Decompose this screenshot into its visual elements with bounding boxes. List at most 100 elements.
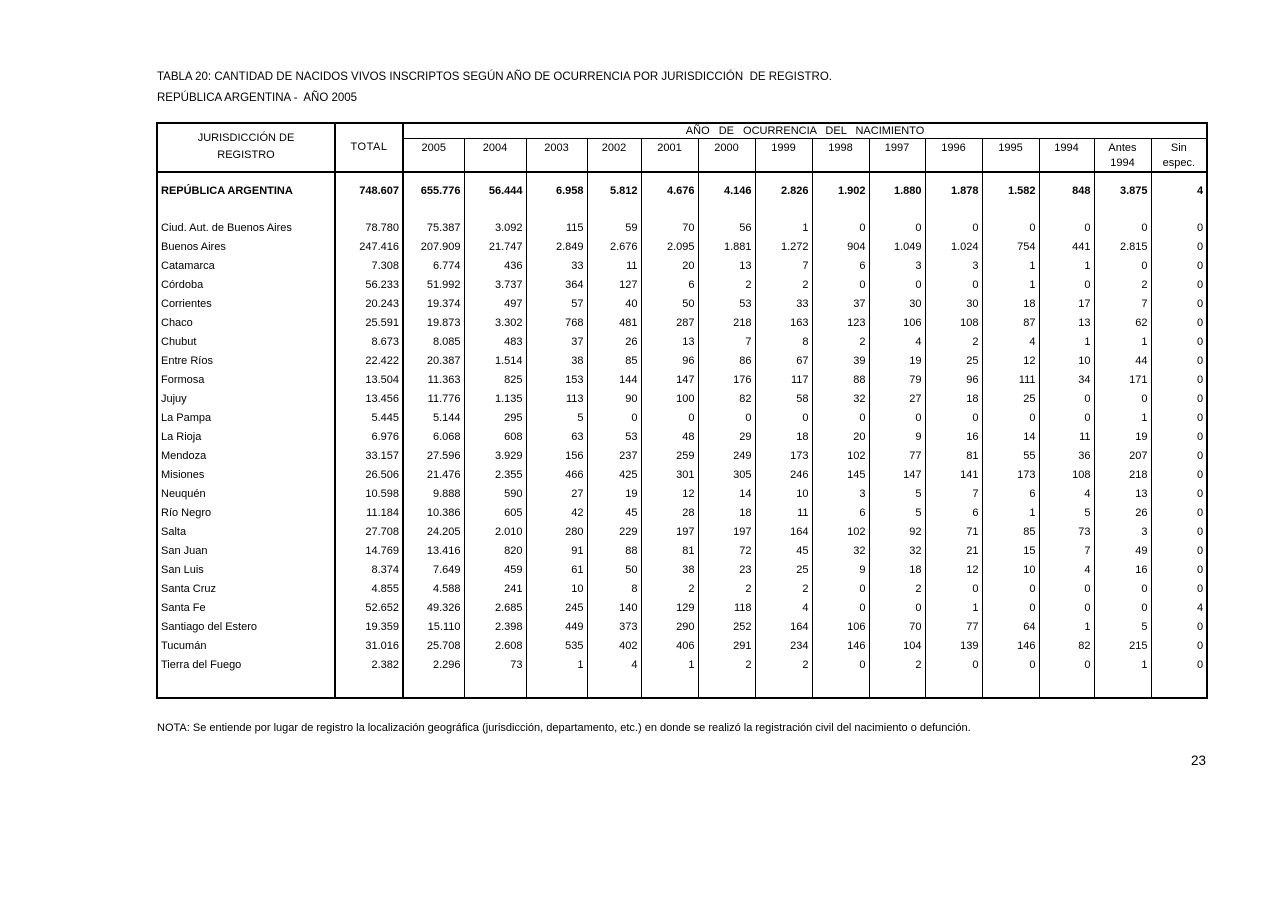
year-value-cell: 33 xyxy=(526,256,588,276)
year-value-cell: 0 xyxy=(755,408,813,428)
year-value-cell: 2 xyxy=(755,655,813,675)
year-value-cell: 82 xyxy=(1039,636,1095,656)
total-value-cell: 19.359 xyxy=(335,617,404,637)
spacer-cell xyxy=(982,674,1040,698)
year-value-cell: 85 xyxy=(587,351,642,371)
year-value-cell: 14 xyxy=(982,427,1040,447)
year-value-cell: 0 xyxy=(982,655,1040,675)
year-value-cell: 4.146 xyxy=(698,181,756,201)
year-value-cell: 402 xyxy=(587,636,642,656)
year-value-cell: 2.815 xyxy=(1094,237,1152,257)
year-value-cell: 18 xyxy=(982,294,1040,314)
year-value-cell: 111 xyxy=(982,370,1040,390)
year-value-cell: 11 xyxy=(1039,427,1095,447)
year-value-cell: 87 xyxy=(982,313,1040,333)
year-value-cell: 67 xyxy=(755,351,813,371)
year-value-cell: 1 xyxy=(1094,655,1152,675)
year-value-cell: 252 xyxy=(698,617,756,637)
year-value-cell: 0 xyxy=(1039,275,1095,295)
year-value-cell: 77 xyxy=(869,446,926,466)
year-value-cell: 2 xyxy=(1094,275,1152,295)
year-value-cell: 20 xyxy=(812,427,870,447)
year-value-cell: 25 xyxy=(925,351,983,371)
spacer-cell xyxy=(157,171,336,182)
year-value-cell: 19 xyxy=(1094,427,1152,447)
year-value-cell: 497 xyxy=(464,294,527,314)
spacer-cell xyxy=(755,200,813,219)
spacer-cell xyxy=(464,171,527,182)
year-value-cell: 1 xyxy=(526,655,588,675)
spacer-cell xyxy=(869,674,926,698)
header-row-span: JURISDICCIÓN DE REGISTRO TOTAL AÑO DE OCUR… xyxy=(157,123,1208,173)
total-value-cell: 2.382 xyxy=(335,655,404,675)
year-value-cell: 2 xyxy=(869,579,926,599)
year-value-cell: 0 xyxy=(925,275,983,295)
year-value-cell: 146 xyxy=(982,636,1040,656)
year-value-cell: 218 xyxy=(1094,465,1152,485)
year-value-cell: 2.355 xyxy=(464,465,527,485)
year-value-cell: 2.849 xyxy=(526,237,588,257)
year-value-cell: 44 xyxy=(1094,351,1152,371)
jurisdiction-cell: Chaco xyxy=(157,313,336,333)
year-value-cell: 259 xyxy=(641,446,699,466)
year-value-cell: 406 xyxy=(641,636,699,656)
total-column-header: TOTAL xyxy=(335,123,404,173)
jurisdiction-cell: Santiago del Estero xyxy=(157,617,336,637)
year-value-cell: 904 xyxy=(812,237,870,257)
total-value-cell: 13.456 xyxy=(335,389,404,409)
jurisdiction-cell: Formosa xyxy=(157,370,336,390)
spacer-cell xyxy=(1039,674,1095,698)
year-value-cell: 64 xyxy=(982,617,1040,637)
table-row: Tierra del Fuego 2.382 2.296 73 1 4 1 2 2 0 2 0 0 0 1 0 xyxy=(157,655,1208,675)
spacer-cell xyxy=(755,171,813,182)
year-value-cell: 91 xyxy=(526,541,588,561)
year-value-cell: 0 xyxy=(1039,218,1095,238)
year-value-cell: 0 xyxy=(1151,294,1208,314)
year-value-cell: 32 xyxy=(812,541,870,561)
year-value-cell: 3.929 xyxy=(464,446,527,466)
year-value-cell: 0 xyxy=(1151,351,1208,371)
year-value-cell: 4 xyxy=(869,332,926,352)
year-value-cell: 0 xyxy=(1094,598,1152,618)
year-value-cell: 2.826 xyxy=(755,181,813,201)
year-value-cell: 0 xyxy=(1094,256,1152,276)
year-value-cell: 425 xyxy=(587,465,642,485)
year-value-cell: 0 xyxy=(1151,579,1208,599)
year-value-cell: 19.374 xyxy=(403,294,465,314)
year-value-cell: 108 xyxy=(1039,465,1095,485)
spacer-cell xyxy=(464,200,527,219)
year-value-cell: 0 xyxy=(812,655,870,675)
spacer-cell xyxy=(698,674,756,698)
year-value-cell: 106 xyxy=(812,617,870,637)
year-value-cell: 301 xyxy=(641,465,699,485)
year-value-cell: 73 xyxy=(1039,522,1095,542)
year-value-cell: 27 xyxy=(526,484,588,504)
year-value-cell: 145 xyxy=(812,465,870,485)
year-value-cell: 4.676 xyxy=(641,181,699,201)
year-value-cell: 45 xyxy=(755,541,813,561)
year-value-cell: 173 xyxy=(982,465,1040,485)
year-value-cell: 88 xyxy=(812,370,870,390)
jurisdiction-cell: REPÚBLICA ARGENTINA xyxy=(157,181,336,201)
year-value-cell: 27 xyxy=(869,389,926,409)
year-value-cell: 1 xyxy=(1094,408,1152,428)
year-value-cell: 11 xyxy=(755,503,813,523)
year-value-cell: 61 xyxy=(526,560,588,580)
year-value-cell: 3 xyxy=(869,256,926,276)
year-value-cell: 0 xyxy=(1151,446,1208,466)
year-value-cell: 147 xyxy=(641,370,699,390)
year-value-cell: 71 xyxy=(925,522,983,542)
year-value-cell: 13 xyxy=(641,332,699,352)
year-value-cell: 9.888 xyxy=(403,484,465,504)
year-value-cell: 23 xyxy=(698,560,756,580)
year-value-cell: 24.205 xyxy=(403,522,465,542)
year-value-cell: 7 xyxy=(925,484,983,504)
year-column-header: 1999 xyxy=(755,138,813,173)
year-value-cell: 0 xyxy=(869,275,926,295)
year-value-cell: 45 xyxy=(587,503,642,523)
jurisdiction-cell: La Rioja xyxy=(157,427,336,447)
spacer-cell xyxy=(641,674,699,698)
year-value-cell: 0 xyxy=(1151,636,1208,656)
year-value-cell: 0 xyxy=(1151,408,1208,428)
year-value-cell: 1.902 xyxy=(812,181,870,201)
